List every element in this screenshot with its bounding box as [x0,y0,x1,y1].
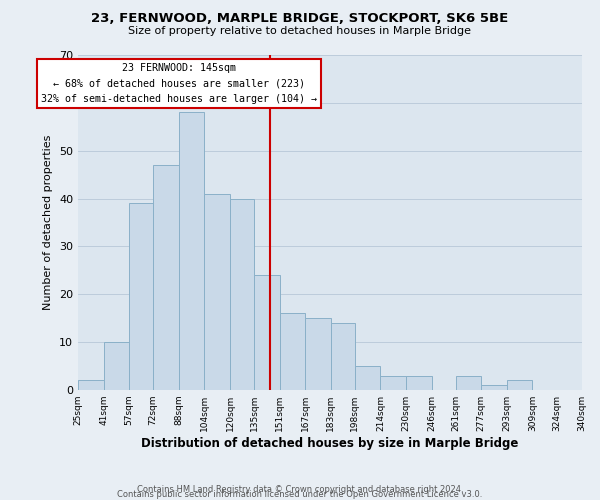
Bar [205,194,230,390]
X-axis label: Distribution of detached houses by size in Marple Bridge: Distribution of detached houses by size … [142,437,518,450]
Bar [331,323,355,390]
Text: Size of property relative to detached houses in Marple Bridge: Size of property relative to detached ho… [128,26,472,36]
Text: Contains public sector information licensed under the Open Government Licence v3: Contains public sector information licen… [118,490,482,499]
Text: Contains HM Land Registry data © Crown copyright and database right 2024.: Contains HM Land Registry data © Crown c… [137,485,463,494]
Text: 23 FERNWOOD: 145sqm
← 68% of detached houses are smaller (223)
32% of semi-detac: 23 FERNWOOD: 145sqm ← 68% of detached ho… [41,63,317,104]
Bar [380,376,406,390]
Bar [230,198,254,390]
Bar [280,314,305,390]
Bar [104,342,129,390]
Y-axis label: Number of detached properties: Number of detached properties [43,135,53,310]
Bar [355,366,380,390]
Text: 23, FERNWOOD, MARPLE BRIDGE, STOCKPORT, SK6 5BE: 23, FERNWOOD, MARPLE BRIDGE, STOCKPORT, … [91,12,509,26]
Bar [305,318,331,390]
Bar [153,165,179,390]
Bar [179,112,205,390]
Bar [406,376,431,390]
Bar [129,204,153,390]
Bar [78,380,104,390]
Bar [455,376,481,390]
Bar [507,380,532,390]
Bar [481,385,507,390]
Bar [254,275,280,390]
